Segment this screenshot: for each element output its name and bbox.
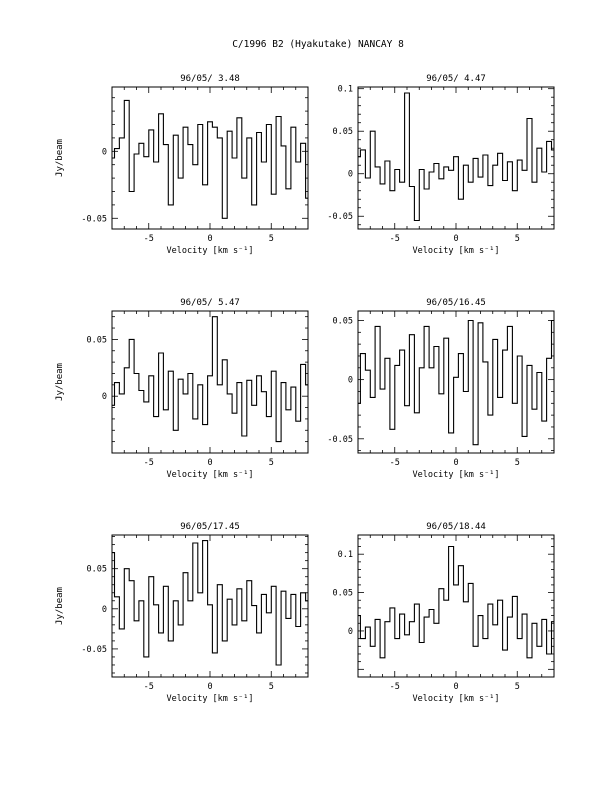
x-axis-label: Velocity [km s⁻¹] [167,246,254,256]
y-tick-label: 0 [102,392,107,402]
panel-title: 96/05/ 5.47 [180,298,240,308]
axes-frame [357,86,555,230]
panel-title: 96/05/ 3.48 [180,74,240,84]
y-tick-label: -0.05 [81,645,107,655]
x-tick-label: 0 [207,234,212,244]
y-tick-label: -0.05 [327,435,353,445]
panel-title: 96/05/16.45 [426,298,486,308]
x-tick-label: -5 [390,682,400,692]
x-tick-label: 5 [269,682,274,692]
y-tick-label: 0.05 [333,127,353,137]
y-tick-label: 0 [348,170,353,180]
x-tick-label: 5 [515,234,520,244]
y-tick-label: 0 [102,605,107,615]
spectrum-panel: 96/05/ 4.47 -5 0 5 -0.05 0 0.05 0.1 Velocity [km… [327,74,555,256]
spectrum-panel: 96/05/ 5.47 -5 0 5 0 0.05 Velocity [km s⁻¹] Jy/… [55,298,309,480]
spectrum-panel: 96/05/18.44 -5 0 5 0 0.05 0.1 Velocity [km s⁻¹] [333,522,555,704]
x-tick-label: 5 [515,682,520,692]
x-tick-label: 0 [453,458,458,468]
y-tick-label: 0.05 [87,335,107,345]
spectrum-line [358,92,554,222]
x-axis-label: Velocity [km s⁻¹] [413,246,500,256]
y-tick-label: 0.1 [338,85,353,95]
y-axis-label: Jy/beam [55,363,65,401]
x-tick-label: 0 [453,234,458,244]
spectrum-panel: 96/05/17.45 -5 0 5 -0.05 0 0.05 Velocity [km s⁻… [55,522,309,704]
spectrum-line [112,540,308,666]
y-tick-label: 0.05 [333,316,353,326]
spectrum-line [358,319,554,446]
y-tick-label: 0.1 [338,550,353,560]
y-axis-label: Jy/beam [55,587,65,625]
x-tick-label: 5 [269,458,274,468]
spectrum-line [112,316,308,443]
axes-frame [111,534,309,678]
x-tick-label: 0 [207,682,212,692]
x-tick-label: 5 [269,234,274,244]
y-axis-label: Jy/beam [55,139,65,177]
x-tick-label: -5 [390,234,400,244]
y-tick-label: 0.05 [87,565,107,575]
spectrum-panel: 96/05/16.45 -5 0 5 -0.05 0 0.05 Velocity [km s⁻… [327,298,555,480]
x-tick-label: -5 [144,682,154,692]
x-tick-label: -5 [144,458,154,468]
y-tick-label: 0.05 [333,589,353,599]
panel-title: 96/05/ 4.47 [426,74,486,84]
y-tick-label: 0 [348,376,353,386]
y-tick-label: -0.05 [81,214,107,224]
panel-title: 96/05/17.45 [180,522,240,532]
spectrum-panel: 96/05/ 3.48 -5 0 5 -0.05 0 Velocity [km s⁻¹] Jy… [55,74,309,256]
axes-frame [111,86,309,230]
spectrum-line [358,545,554,659]
x-axis-label: Velocity [km s⁻¹] [413,694,500,704]
axes-frame [357,534,555,678]
x-tick-label: 5 [515,458,520,468]
x-tick-label: -5 [390,458,400,468]
x-axis-label: Velocity [km s⁻¹] [167,470,254,480]
x-tick-label: 0 [453,682,458,692]
axes-frame [357,310,555,454]
x-axis-label: Velocity [km s⁻¹] [413,470,500,480]
x-axis-label: Velocity [km s⁻¹] [167,694,254,704]
figure-title: C/1996 B2 (Hyakutake) NANCAY 8 [232,39,404,50]
axes-frame [111,310,309,454]
x-tick-label: 0 [207,458,212,468]
y-tick-label: 0 [348,627,353,637]
panel-title: 96/05/18.44 [426,522,486,532]
spectra-panels: 96/05/ 3.48 -5 0 5 -0.05 0 Velocity [km s⁻¹] Jy… [55,74,555,704]
x-tick-label: -5 [144,234,154,244]
y-tick-label: 0 [102,147,107,157]
spectrum-line [112,99,308,219]
y-tick-label: -0.05 [327,212,353,222]
